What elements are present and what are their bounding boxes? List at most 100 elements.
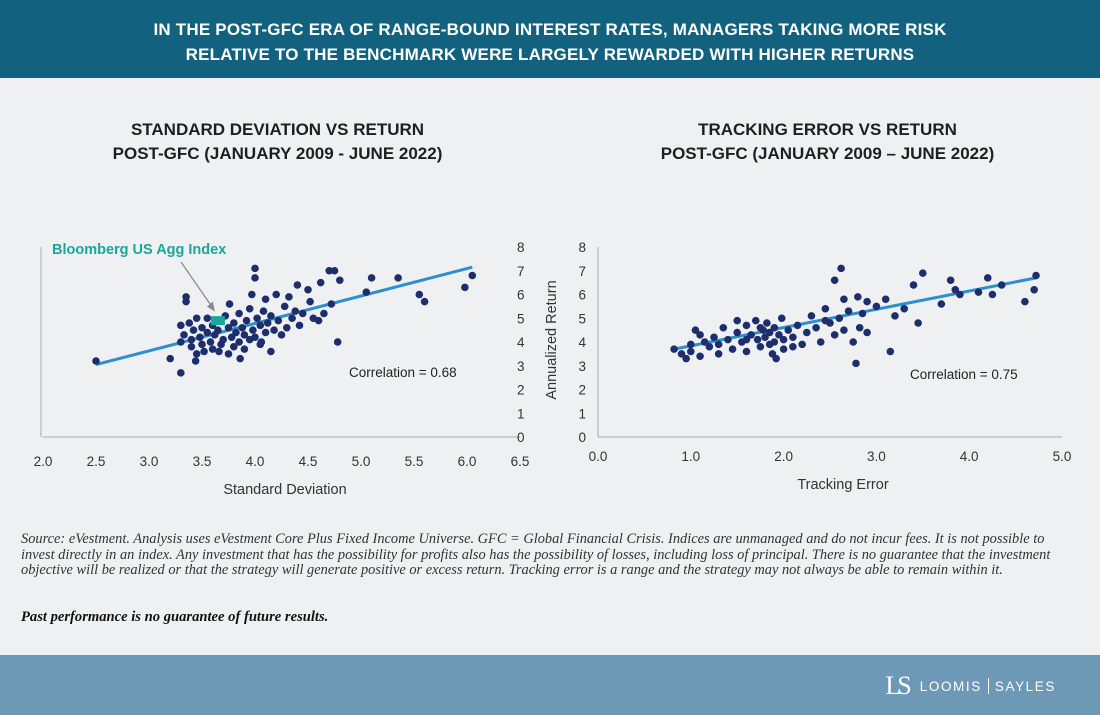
data-point	[742, 335, 751, 344]
y-tick-label: 7	[578, 264, 586, 279]
data-point	[733, 316, 741, 325]
data-point	[793, 321, 802, 330]
correlation-label: Correlation = 0.75	[910, 367, 1018, 382]
brand-name-left: LOOMIS	[919, 678, 982, 694]
data-point	[277, 331, 286, 339]
data-point	[327, 300, 336, 308]
x-tick-label: 5.0	[1053, 449, 1072, 464]
data-point	[807, 312, 816, 320]
data-point	[198, 323, 206, 332]
data-point	[909, 281, 918, 289]
data-point	[267, 312, 275, 320]
data-point	[891, 312, 899, 320]
data-point	[288, 314, 296, 323]
data-point	[1032, 271, 1040, 280]
data-point	[263, 319, 272, 327]
trend-line	[95, 265, 473, 367]
chart2-title-line-2: POST-GFC (JANUARY 2009 – JUNE 2022)	[660, 144, 995, 163]
data-point	[259, 307, 268, 315]
data-point	[304, 285, 312, 294]
data-point	[919, 269, 927, 277]
ls-monogram-icon: LS	[885, 671, 911, 700]
data-point	[849, 338, 857, 346]
x-tick-label: 0.0	[589, 449, 608, 464]
data-point	[293, 281, 302, 289]
y-tick-label: 5	[578, 311, 586, 326]
x-tick-label: 5.5	[405, 454, 424, 469]
data-point	[677, 350, 686, 358]
y-tick-label: 8	[517, 240, 525, 255]
x-tick-label: 1.0	[681, 449, 700, 464]
data-point	[886, 347, 895, 356]
data-point	[420, 297, 429, 306]
data-point	[245, 304, 254, 313]
data-point	[696, 352, 704, 361]
data-point	[468, 271, 477, 280]
data-point	[951, 285, 960, 294]
data-point	[844, 307, 853, 315]
data-point	[816, 338, 825, 346]
x-tick-label: 4.0	[246, 454, 265, 469]
data-point	[200, 347, 208, 356]
data-point	[325, 266, 334, 275]
data-point	[742, 347, 751, 356]
data-point	[187, 342, 196, 351]
data-point	[261, 328, 270, 337]
data-point	[291, 307, 300, 315]
data-point	[983, 274, 992, 282]
data-point	[251, 264, 259, 273]
y-tick-label: 3	[517, 359, 525, 374]
data-point	[185, 319, 194, 327]
data-point	[777, 314, 786, 323]
data-point	[751, 316, 760, 325]
data-point	[333, 338, 342, 346]
y-tick-label: 4	[578, 335, 586, 350]
data-point	[253, 314, 261, 323]
data-point	[316, 278, 325, 287]
data-point	[756, 323, 765, 332]
data-point	[830, 276, 839, 285]
data-point	[914, 319, 922, 327]
data-point	[770, 338, 779, 346]
data-point	[872, 302, 881, 311]
data-point	[251, 333, 259, 342]
data-point	[714, 340, 723, 349]
data-point	[208, 345, 217, 353]
data-point	[756, 342, 765, 351]
data-point	[415, 290, 424, 299]
footer-bar: LS LOOMIS SAYLES	[0, 655, 1100, 715]
data-point	[219, 335, 227, 344]
data-point	[1030, 285, 1038, 294]
data-point	[840, 326, 848, 334]
x-tick-label: 2.0	[34, 454, 53, 469]
data-point	[852, 359, 860, 368]
data-point	[251, 274, 259, 282]
data-point	[224, 323, 233, 332]
chart2-title-line-1: TRACKING ERROR VS RETURN	[698, 120, 957, 139]
data-point	[362, 288, 371, 296]
data-point	[705, 342, 714, 351]
y-tick-label: 1	[517, 406, 525, 421]
data-point	[837, 264, 845, 273]
y-tick-label: 0	[578, 430, 586, 445]
data-point	[461, 283, 469, 292]
data-point	[798, 340, 806, 349]
data-point	[240, 345, 249, 353]
data-point	[974, 288, 983, 296]
correlation-label: Correlation = 0.68	[349, 365, 457, 380]
benchmark-arrow-line	[180, 261, 213, 307]
data-point	[710, 333, 718, 342]
data-point	[812, 323, 820, 332]
data-point	[285, 293, 293, 301]
data-point	[330, 266, 339, 275]
y-tick-label: 4	[517, 335, 525, 350]
data-point	[320, 309, 328, 318]
data-point	[177, 369, 185, 377]
data-point	[863, 328, 871, 337]
data-point	[900, 304, 909, 313]
data-point	[881, 295, 890, 304]
data-point	[670, 345, 678, 353]
data-point	[821, 316, 830, 325]
data-point	[242, 316, 251, 325]
data-point	[240, 331, 249, 339]
